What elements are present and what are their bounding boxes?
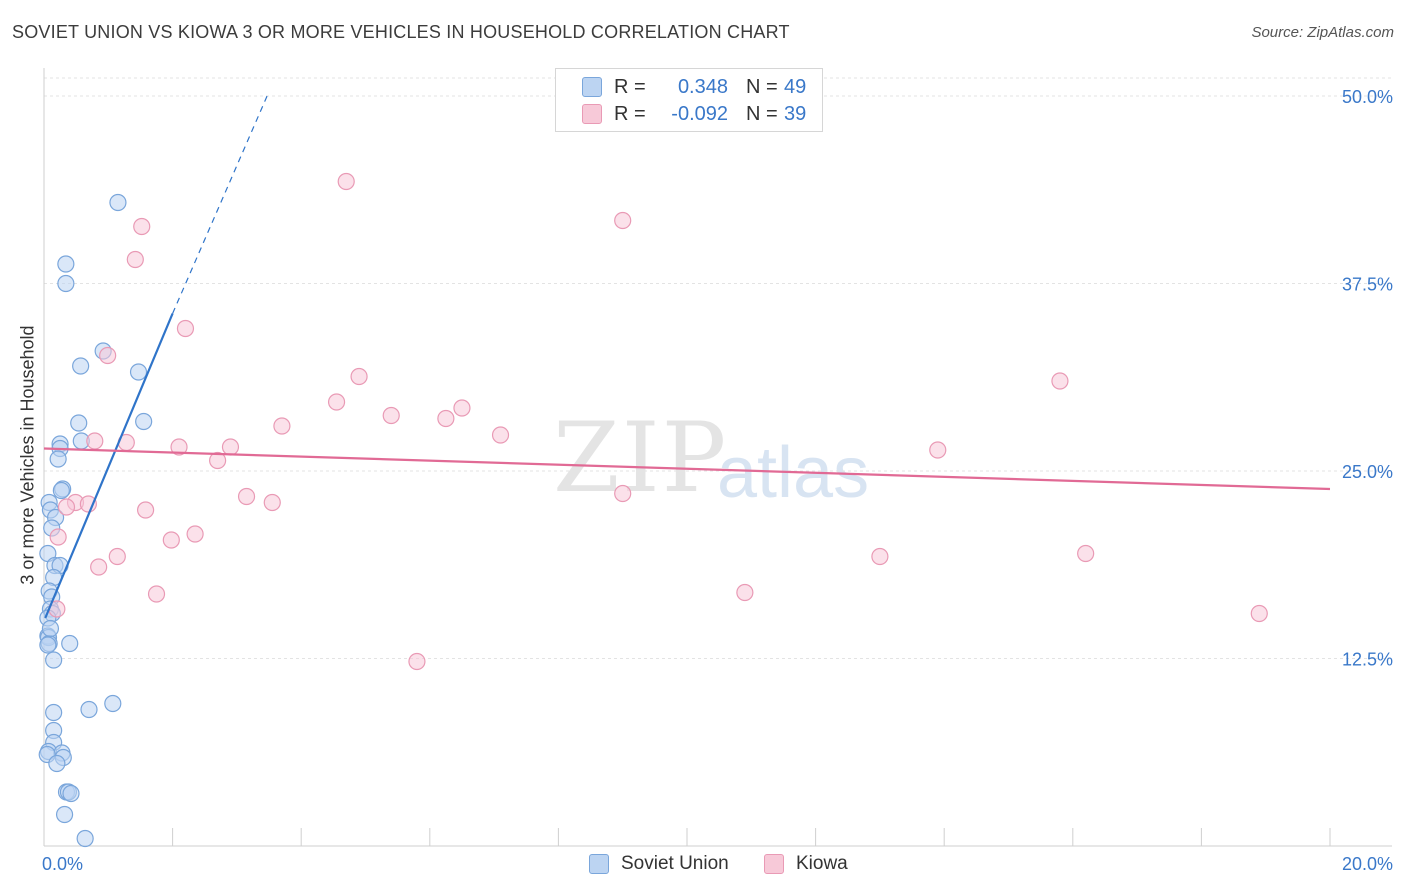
kiowa-point — [49, 528, 67, 546]
watermark-zip: ZIP — [553, 402, 729, 514]
kiowa-point — [337, 172, 355, 191]
kiowa-point — [126, 250, 144, 269]
legend-item-kiowa: Kiowa — [764, 852, 848, 876]
kiowa-point — [929, 441, 947, 459]
soviet-union-point — [62, 784, 80, 803]
soviet-union-point — [52, 481, 70, 500]
soviet-union-swatch — [582, 77, 602, 97]
kiowa-point — [437, 409, 455, 428]
kiowa-point — [382, 406, 400, 425]
kiowa-point — [453, 399, 471, 417]
kiowa-point — [99, 346, 117, 365]
y-tick-label: 50.0% — [1342, 87, 1393, 107]
soviet-union-point — [76, 829, 94, 848]
legend-row-kiowa: R = -0.092 N = 39 — [582, 102, 806, 126]
soviet-union-point — [72, 357, 90, 375]
kiowa-point — [614, 484, 632, 503]
y-tick-label: 25.0% — [1342, 462, 1393, 482]
kiowa-point — [263, 493, 281, 512]
kiowa-swatch — [764, 854, 784, 874]
kiowa-point — [736, 583, 754, 602]
kiowa-point — [170, 438, 188, 456]
soviet-union-trendline-extension — [172, 91, 270, 314]
soviet-union-point — [135, 412, 153, 431]
r-value: -0.092 — [671, 102, 728, 125]
soviet-union-point — [61, 634, 79, 653]
soviet-union-point — [57, 274, 75, 293]
kiowa-trendline — [43, 447, 1331, 491]
soviet-union-point — [41, 619, 60, 638]
kiowa-point — [1051, 372, 1069, 390]
soviet-union-point — [45, 703, 63, 722]
x-tick-label: 0.0% — [42, 854, 83, 874]
soviet-union-point — [49, 450, 67, 468]
kiowa-point — [136, 501, 155, 519]
kiowa-point — [1077, 544, 1095, 563]
legend-label: Soviet Union — [621, 853, 729, 874]
kiowa-point — [221, 438, 240, 456]
kiowa-swatch — [582, 104, 602, 124]
legend-row-soviet-union: R = 0.348 N = 49 — [582, 75, 806, 99]
source-label: Source: ZipAtlas.com — [1251, 24, 1394, 41]
r-label: R = — [614, 102, 646, 125]
soviet-union-point — [39, 636, 57, 654]
soviet-union-point — [55, 805, 74, 824]
soviet-union-point — [45, 651, 63, 669]
soviet-union-trendline — [44, 313, 174, 619]
kiowa-point — [57, 498, 76, 516]
kiowa-point — [350, 367, 368, 386]
soviet-union-swatch — [589, 854, 609, 874]
r-label: R = — [614, 75, 646, 98]
chart-title: SOVIET UNION VS KIOWA 3 OR MORE VEHICLES… — [12, 22, 790, 42]
kiowa-point — [108, 547, 126, 566]
kiowa-point — [209, 451, 227, 470]
y-axis-label: 3 or more Vehicles in Household — [17, 325, 38, 585]
kiowa-point — [327, 393, 346, 411]
y-tick-label: 12.5% — [1342, 650, 1393, 670]
n-label: N = — [746, 75, 778, 98]
kiowa-point — [491, 426, 510, 444]
kiowa-point — [133, 217, 151, 236]
soviet-union-point — [70, 414, 88, 432]
y-tick-label: 37.5% — [1342, 275, 1393, 295]
kiowa-point — [614, 211, 632, 230]
n-value: 39 — [784, 102, 807, 125]
kiowa-point — [162, 531, 180, 549]
soviet-union-point — [109, 193, 127, 212]
kiowa-point — [408, 652, 426, 671]
soviet-union-point — [57, 255, 75, 273]
kiowa-point — [86, 432, 104, 450]
stats-legend: R = 0.348 N = 49 R = -0.092 N = 39 — [555, 68, 823, 132]
kiowa-point — [1250, 604, 1268, 623]
legend-label: Kiowa — [796, 853, 848, 874]
kiowa-point — [90, 558, 108, 576]
kiowa-point — [147, 585, 166, 603]
soviet-union-point — [80, 700, 98, 719]
soviet-union-point — [129, 363, 148, 381]
n-value: 49 — [784, 75, 807, 98]
kiowa-point — [871, 547, 889, 566]
soviet-union-point — [104, 694, 122, 713]
kiowa-point — [186, 525, 204, 543]
kiowa-point — [176, 319, 195, 338]
x-tick-label: 20.0% — [1342, 854, 1393, 874]
r-value: 0.348 — [677, 75, 728, 98]
legend-item-soviet-union: Soviet Union — [589, 852, 729, 876]
kiowa-point — [273, 417, 291, 435]
n-label: N = — [746, 102, 778, 125]
kiowa-point — [237, 487, 256, 506]
soviet-union-point — [48, 754, 66, 773]
